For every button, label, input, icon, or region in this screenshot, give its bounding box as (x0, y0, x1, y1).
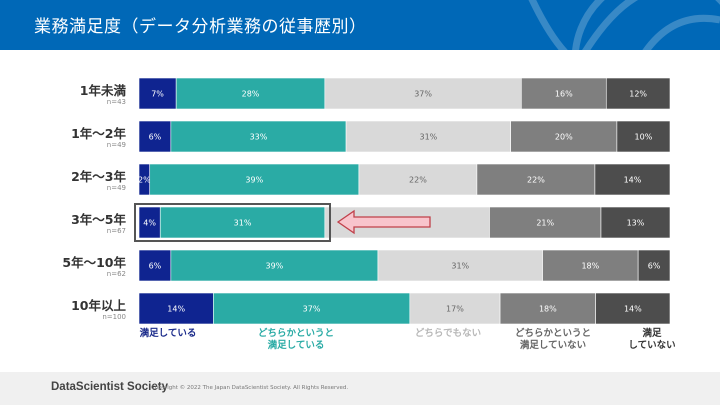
data-label: 37% (303, 305, 321, 314)
slide-title: 業務満足度（データ分析業務の従事歴別） (34, 17, 367, 37)
data-label: 18% (581, 262, 599, 271)
data-label: 17% (446, 305, 464, 314)
data-label: 13% (627, 219, 645, 228)
data-label: 10% (635, 133, 653, 142)
data-label: 31% (451, 262, 469, 271)
data-label: 14% (624, 176, 642, 185)
category-label: 1年未満 (79, 83, 126, 98)
legend-item: どちらかというと 満足していない (514, 328, 591, 351)
data-label: 4% (143, 219, 156, 228)
data-label: 21% (536, 219, 554, 228)
data-label: 6% (149, 262, 162, 271)
bar-segment (149, 163, 360, 196)
data-label: 22% (527, 176, 545, 185)
bar-segment (499, 292, 596, 325)
bar-segment (542, 249, 639, 282)
data-label: 22% (409, 176, 427, 185)
row-label: 2年～3年 n=49 (36, 169, 126, 193)
bar-segment (138, 120, 172, 153)
bar-segment (358, 163, 478, 196)
bar-segment (637, 249, 671, 282)
bar-segment (521, 77, 607, 110)
bar-segment (476, 163, 596, 196)
data-label: 18% (539, 305, 557, 314)
sample-size: n=43 (106, 98, 126, 106)
legend-item: どちらかというと 満足している (257, 328, 334, 351)
bar-segment (170, 120, 347, 153)
category-label: 3年～5年 (71, 212, 126, 227)
data-label: 7% (151, 90, 164, 99)
category-label: 2年～3年 (71, 169, 126, 184)
bar-segment (409, 292, 501, 325)
legend-item: どちらでもない (414, 328, 482, 339)
data-label: 39% (266, 262, 284, 271)
data-label: 12% (629, 90, 647, 99)
data-label: 16% (555, 90, 573, 99)
data-label: 6% (149, 133, 162, 142)
data-label: 28% (242, 90, 260, 99)
row-label: 1年～2年 n=49 (36, 126, 126, 150)
row-label: 5年～10年 n=62 (36, 255, 126, 279)
bar-segment (600, 206, 671, 239)
row-label: 10年以上 n=100 (36, 298, 126, 322)
stacked-bar-chart: 7% 28% 37% 16% 12% 6% 33% 31% 20% 10% 2% 39% 22% 22% 1… (138, 77, 671, 325)
sample-size: n=49 (106, 141, 126, 149)
highlight-box (134, 203, 331, 242)
bar-segment (175, 77, 326, 110)
data-label: 37% (414, 90, 432, 99)
data-label: 2% (138, 176, 151, 185)
bar-segment (510, 120, 618, 153)
data-label: 31% (420, 133, 438, 142)
bar-segment (377, 249, 543, 282)
row-label: 3年～5年 n=67 (36, 212, 126, 236)
legend-item: 満足 していない (628, 328, 676, 351)
bar-segment (595, 292, 671, 325)
bar-segment (616, 120, 671, 153)
bar-segment (605, 77, 671, 110)
sample-size: n=67 (106, 227, 126, 235)
data-label: 14% (624, 305, 642, 314)
bar-segment (489, 206, 602, 239)
bar-segment (594, 163, 671, 196)
bar-segment (138, 249, 172, 282)
bar-segment (170, 249, 379, 282)
legend-item: 満足している (139, 328, 197, 339)
data-label: 20% (555, 133, 573, 142)
data-label: 14% (167, 305, 185, 314)
sample-size: n=62 (106, 270, 126, 278)
sample-size: n=100 (102, 313, 126, 321)
data-label: 33% (250, 133, 268, 142)
row-label: 1年未満 n=43 (36, 83, 126, 107)
arrow-left-icon (336, 209, 431, 235)
slide-header: 業務満足度（データ分析業務の従事歴別） (0, 0, 720, 50)
copyright-text: Copyright © 2022 The Japan DataScientist… (151, 385, 349, 391)
category-label: 1年～2年 (71, 126, 126, 141)
globe-decoration-icon (528, 0, 720, 50)
category-label: 5年～10年 (62, 255, 126, 270)
footer: DataScientist Society Copyright © 2022 T… (0, 372, 720, 405)
bar-segment (138, 292, 214, 325)
data-label: 39% (245, 176, 263, 185)
sample-size: n=49 (106, 184, 126, 192)
category-label: 10年以上 (71, 298, 126, 313)
bar-segment (345, 120, 511, 153)
data-label: 31% (234, 219, 252, 228)
brand-logo: DataScientist Society (51, 381, 168, 393)
data-label: 6% (648, 262, 661, 271)
